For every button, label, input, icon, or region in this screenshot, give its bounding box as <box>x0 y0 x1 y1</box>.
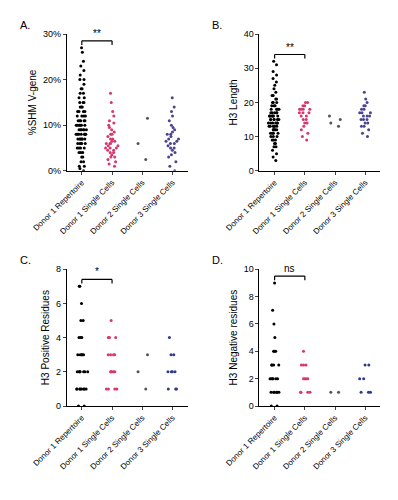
svg-text:8: 8 <box>249 292 254 302</box>
svg-text:10: 10 <box>244 132 254 142</box>
svg-text:30%: 30% <box>43 29 61 39</box>
svg-text:Donor 2 Single Cells: Donor 2 Single Cells <box>281 413 339 471</box>
svg-text:**: ** <box>93 28 101 39</box>
svg-text:10%: 10% <box>43 120 61 130</box>
svg-text:4: 4 <box>56 333 61 343</box>
svg-text:Donor 3 Single Cells: Donor 3 Single Cells <box>119 413 177 471</box>
svg-text:Donor 3 Single Cells: Donor 3 Single Cells <box>312 413 370 471</box>
svg-text:Donor 1 Repertoire: Donor 1 Repertoire <box>32 178 87 233</box>
svg-text:Donor 3 Single Cells: Donor 3 Single Cells <box>312 178 370 236</box>
svg-text:C.: C. <box>20 254 31 266</box>
svg-text:Donor 2 Single Cells: Donor 2 Single Cells <box>281 178 339 236</box>
svg-text:H3 Length: H3 Length <box>228 79 239 125</box>
svg-text:0: 0 <box>56 401 61 411</box>
svg-text:40: 40 <box>244 29 254 39</box>
svg-text:Donor 1 Single Cells: Donor 1 Single Cells <box>58 413 116 471</box>
svg-text:H3 Positive Residues: H3 Positive Residues <box>40 290 51 385</box>
svg-text:20%: 20% <box>43 75 61 85</box>
svg-text:ns: ns <box>284 263 295 274</box>
svg-text:0%: 0% <box>48 166 61 176</box>
svg-text:%SHM V-gene: %SHM V-gene <box>27 69 38 135</box>
svg-text:Donor 1 Repertoire: Donor 1 Repertoire <box>32 413 87 468</box>
svg-text:10: 10 <box>244 264 254 274</box>
svg-text:Donor 3 Single Cells: Donor 3 Single Cells <box>119 178 177 236</box>
svg-text:Donor 1 Repertoire: Donor 1 Repertoire <box>224 178 279 233</box>
svg-text:2: 2 <box>56 367 61 377</box>
svg-text:Donor 1 Single Cells: Donor 1 Single Cells <box>58 178 116 236</box>
svg-text:8: 8 <box>56 264 61 274</box>
svg-text:**: ** <box>286 42 294 53</box>
svg-text:6: 6 <box>56 299 61 309</box>
svg-text:6: 6 <box>249 319 254 329</box>
svg-text:0: 0 <box>249 401 254 411</box>
svg-text:20: 20 <box>244 98 254 108</box>
svg-text:Donor 1 Repertoire: Donor 1 Repertoire <box>224 413 279 468</box>
svg-text:B.: B. <box>212 19 222 31</box>
svg-text:*: * <box>95 266 99 277</box>
svg-text:30: 30 <box>244 63 254 73</box>
svg-text:Donor 2 Single Cells: Donor 2 Single Cells <box>89 178 147 236</box>
svg-text:0: 0 <box>249 166 254 176</box>
svg-text:4: 4 <box>249 346 254 356</box>
svg-text:D.: D. <box>212 254 223 266</box>
svg-text:A.: A. <box>20 19 30 31</box>
svg-text:2: 2 <box>249 374 254 384</box>
svg-text:Donor 1 Single Cells: Donor 1 Single Cells <box>251 178 309 236</box>
svg-text:Donor 2 Single Cells: Donor 2 Single Cells <box>89 413 147 471</box>
svg-text:H3 Negative residues: H3 Negative residues <box>228 290 239 386</box>
svg-text:Donor 1 Single Cells: Donor 1 Single Cells <box>251 413 309 471</box>
